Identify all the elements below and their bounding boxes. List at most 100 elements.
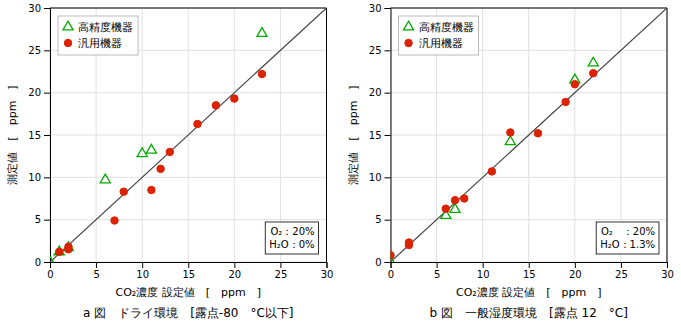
panel-title: b 図 一般湿度環境 [露点 12 °C] xyxy=(430,306,628,320)
legend-label: 高精度機器 xyxy=(419,21,474,34)
y-tick: 5 xyxy=(375,214,390,225)
y-tick-label: 20 xyxy=(369,87,382,98)
grid-line-y xyxy=(391,219,668,220)
point xyxy=(451,196,458,203)
point xyxy=(460,195,467,202)
x-tick-mark xyxy=(575,262,576,268)
x-tick-mark xyxy=(667,262,668,268)
frame-right xyxy=(667,8,668,262)
x-tick: 20 xyxy=(228,262,241,280)
x-tick-mark xyxy=(483,262,484,268)
y-tick: 25 xyxy=(369,45,391,56)
panel: 051015202530051015202530CO₂濃度 設定値 [ ppm … xyxy=(347,3,674,320)
x-axis-title: CO₂濃度 設定値 [ ppm ] xyxy=(115,286,261,299)
frame-right xyxy=(326,8,327,262)
legend-label: 汎用機器 xyxy=(419,37,463,50)
legend-item: 高精度機器 xyxy=(63,21,133,34)
y-axis-line xyxy=(44,9,51,263)
panel: 051015202530051015202530CO₂濃度 設定値 [ ppm … xyxy=(6,3,333,320)
x-tick: 0 xyxy=(388,262,394,280)
x-tick: 25 xyxy=(275,262,288,280)
y-tick: 15 xyxy=(28,130,50,141)
x-axis: 051015202530 xyxy=(47,262,333,280)
legend: 高精度機器汎用機器 xyxy=(58,16,138,55)
legend-label: 高精度機器 xyxy=(78,21,133,34)
y-tick-mark xyxy=(385,50,391,51)
y-tick-mark xyxy=(385,8,391,9)
y-tick-mark xyxy=(44,8,50,9)
point-series xyxy=(55,70,265,255)
y-tick-mark xyxy=(44,93,50,94)
point xyxy=(231,95,238,102)
point xyxy=(534,130,541,137)
point xyxy=(100,174,110,183)
x-tick-mark xyxy=(96,262,97,268)
point xyxy=(120,188,127,195)
legend-symbol xyxy=(63,21,73,30)
x-tick-label: 20 xyxy=(228,269,241,280)
x-tick: 15 xyxy=(523,262,536,280)
reference-line xyxy=(50,8,327,262)
grid xyxy=(50,8,327,262)
marks xyxy=(50,8,327,262)
point xyxy=(562,98,569,105)
x-tick-label: 5 xyxy=(93,269,99,280)
y-tick: 5 xyxy=(35,214,50,225)
y-tick-mark xyxy=(44,50,50,51)
point xyxy=(146,144,156,153)
x-tick-mark xyxy=(327,262,328,268)
frame-top xyxy=(50,8,327,9)
y-tick-mark xyxy=(385,93,391,94)
y-tick: 20 xyxy=(369,87,391,98)
x-axis-line xyxy=(51,263,328,269)
legend-symbol xyxy=(404,21,414,30)
legend-symbol xyxy=(64,39,71,46)
annotation-line: O₂：20% xyxy=(270,226,314,237)
annotation-line: H₂O：0% xyxy=(269,239,314,250)
x-axis-line xyxy=(391,263,668,269)
y-tick-label: 30 xyxy=(369,3,382,14)
point xyxy=(50,256,55,262)
x-tick: 25 xyxy=(615,262,628,280)
x-tick-label: 15 xyxy=(523,269,536,280)
annotation-line: O₂ ：20% xyxy=(601,226,655,237)
annotation-text: O₂ ：20%H₂O：1.3% xyxy=(600,226,655,250)
x-tick: 10 xyxy=(477,262,490,280)
y-tick-mark xyxy=(385,135,391,136)
y-axis-title: 測定値 [ ppm ] xyxy=(6,85,19,184)
reference-line xyxy=(391,8,668,262)
y-tick: 25 xyxy=(28,45,50,56)
point xyxy=(507,129,514,136)
x-tick: 30 xyxy=(321,262,334,280)
point-series xyxy=(391,57,599,262)
y-tick-label: 25 xyxy=(369,45,382,56)
point xyxy=(65,243,72,250)
point-series xyxy=(50,28,267,262)
point xyxy=(55,248,62,255)
y-tick: 30 xyxy=(369,3,391,14)
x-tick-label: 30 xyxy=(321,269,334,280)
point xyxy=(258,70,265,77)
annotation: O₂：20% H₂O：0% xyxy=(265,222,318,254)
y-tick: 15 xyxy=(369,130,391,141)
x-tick-label: 10 xyxy=(477,269,490,280)
x-tick: 0 xyxy=(47,262,53,280)
grid-line-y xyxy=(391,8,668,9)
point xyxy=(148,186,155,193)
annotation-box xyxy=(596,222,659,254)
grid-line-y xyxy=(50,219,327,220)
y-tick-label: 15 xyxy=(28,130,41,141)
y-tick-label: 5 xyxy=(35,214,41,225)
x-tick: 15 xyxy=(182,262,195,280)
point xyxy=(194,120,201,127)
legend-label: 汎用機器 xyxy=(78,37,122,50)
y-tick-label: 15 xyxy=(369,130,382,141)
grid-line-x xyxy=(667,8,668,262)
x-tick-mark xyxy=(142,262,143,268)
y-tick-label: 5 xyxy=(375,214,381,225)
y-tick-label: 30 xyxy=(28,3,41,14)
y-tick-label: 10 xyxy=(28,172,41,183)
panel-title: a 図 ドライ環境 [露点-80 °C以下] xyxy=(83,306,294,320)
x-tick-mark xyxy=(234,262,235,268)
y-axis: 051015202530 xyxy=(369,3,391,268)
